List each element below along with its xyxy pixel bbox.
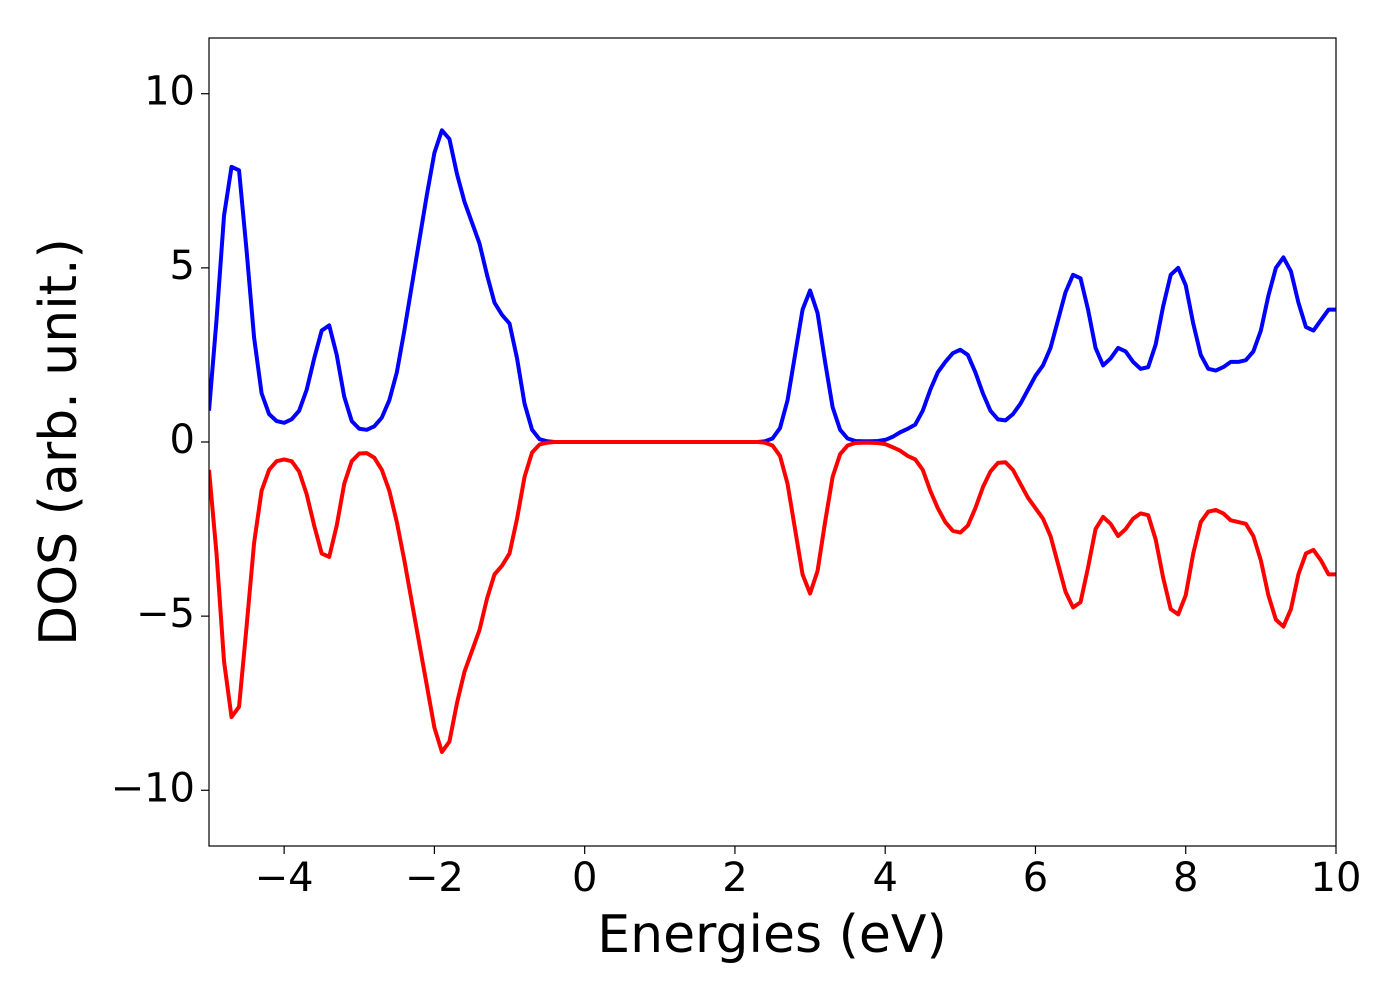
- x-tick-label: 10: [1311, 855, 1362, 901]
- x-tick-label: −4: [255, 855, 314, 901]
- dos-line: [209, 440, 1336, 754]
- x-tick-label: −2: [405, 855, 464, 901]
- x-tick-label: 4: [872, 855, 897, 901]
- x-tick-label: 8: [1173, 855, 1198, 901]
- x-tick-label: 0: [572, 855, 597, 901]
- x-tick-label: 2: [722, 855, 747, 901]
- plot-frame: [208, 37, 1337, 847]
- y-tick-label: 10: [144, 69, 195, 115]
- y-tick-label: 5: [170, 243, 195, 289]
- x-axis-label: Energies (eV): [597, 905, 946, 965]
- x-tick-label: 6: [1023, 855, 1048, 901]
- plot-area: [209, 128, 1336, 754]
- dos-line: [209, 128, 1336, 444]
- y-tick-label: −10: [111, 765, 195, 811]
- y-axis-label: DOS (arb. unit.): [29, 238, 89, 646]
- y-tick-label: 0: [170, 417, 195, 463]
- y-tick-label: −5: [136, 591, 195, 637]
